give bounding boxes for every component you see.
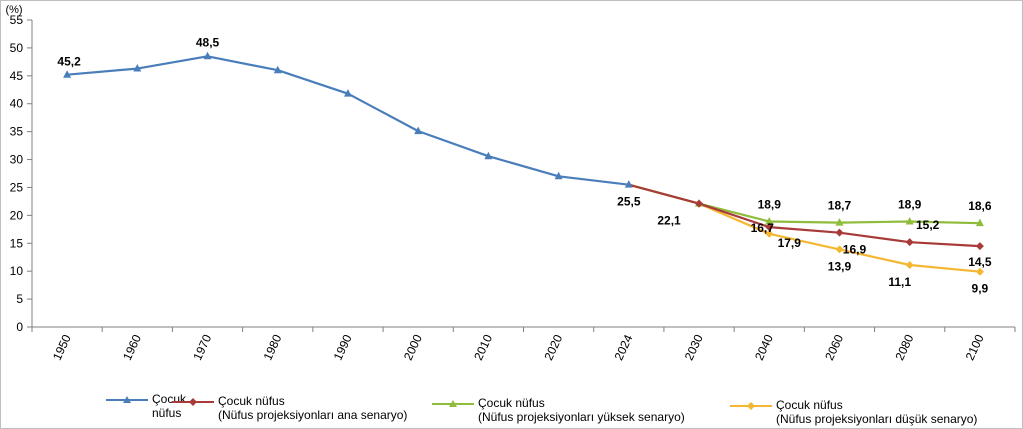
- y-tick-label: 0: [16, 320, 23, 334]
- legend-line-2: nüfus: [152, 406, 182, 420]
- data-point-marker: [975, 218, 984, 227]
- legend-line-1: Çocuk nüfus: [218, 394, 285, 408]
- data-label: 25,5: [617, 195, 641, 209]
- x-tick-label: 1960: [120, 332, 144, 362]
- x-tick-label: 1970: [190, 332, 214, 362]
- y-tick-label: 5: [16, 292, 23, 306]
- data-point-marker: [765, 229, 774, 238]
- data-label: 45,2: [57, 55, 81, 69]
- data-point-marker: [624, 180, 633, 188]
- data-label: 15,2: [916, 218, 940, 232]
- y-tick-label: 55: [10, 13, 24, 27]
- legend-item-dusuk-senaryo: Çocuk nüfus (Nüfus projeksiyonları düşük…: [730, 398, 1020, 428]
- data-point-marker: [905, 238, 914, 247]
- legend-swatch: [730, 402, 772, 410]
- series-line: [628, 183, 980, 248]
- legend-line-2: (Nüfus projeksiyonları ana senaryo): [218, 408, 408, 422]
- y-tick-label: 45: [10, 69, 24, 83]
- data-point-marker: [554, 171, 563, 180]
- x-tick-label: 2010: [471, 332, 495, 362]
- data-label: 18,7: [828, 199, 852, 213]
- y-tick-label: 15: [10, 236, 24, 250]
- y-tick-label: 30: [10, 153, 24, 167]
- data-label: 11,1: [888, 275, 911, 289]
- data-point-marker: [975, 267, 984, 276]
- data-label: 17,9: [778, 236, 802, 250]
- data-point-marker: [765, 223, 774, 232]
- x-tick-label: 2040: [752, 332, 776, 362]
- x-tick-label: 2080: [892, 332, 916, 362]
- x-tick-label: 2020: [541, 332, 565, 362]
- legend-swatch: [172, 398, 214, 406]
- data-label: 9,9: [972, 282, 989, 296]
- legend-line-2: (Nüfus projeksiyonları düşük senaryo): [776, 412, 978, 426]
- x-tick-label: 2000: [401, 332, 425, 362]
- y-tick-label: 10: [10, 264, 24, 278]
- x-tick-label: 1980: [260, 332, 284, 362]
- x-tick-label: 2030: [682, 332, 706, 362]
- y-tick-label: 25: [10, 180, 24, 194]
- data-point-marker: [203, 51, 212, 60]
- data-point-marker: [835, 218, 844, 226]
- data-label: 18,6: [968, 199, 992, 213]
- y-axis-unit: (%): [5, 4, 22, 16]
- data-point-marker: [133, 64, 142, 72]
- data-label: 48,5: [196, 35, 220, 49]
- legend-item-yuksek-senaryo: Çocuk nüfus (Nüfus projeksiyonları yükse…: [432, 396, 722, 426]
- y-tick-label: 35: [10, 125, 24, 139]
- data-point-marker: [484, 151, 493, 160]
- legend-swatch: [432, 400, 474, 407]
- x-tick-label: 2060: [822, 332, 846, 362]
- data-point-marker: [835, 245, 844, 254]
- data-label: 16,9: [843, 243, 867, 257]
- x-tick-label: 2024: [612, 332, 636, 362]
- data-label: 18,9: [898, 198, 922, 212]
- data-label: 18,9: [758, 198, 782, 212]
- legend-line-1: Çocuk nüfus: [478, 396, 545, 410]
- y-tick-label: 20: [10, 208, 24, 222]
- legend-item-ana-senaryo: Çocuk nüfus (Nüfus projeksiyonları ana s…: [172, 394, 432, 424]
- series-line: [67, 55, 629, 186]
- data-point-marker: [273, 65, 282, 74]
- legend-swatch: [106, 396, 148, 403]
- data-label: 13,9: [828, 259, 852, 273]
- data-point-marker: [695, 199, 704, 208]
- y-tick-label: 50: [10, 41, 24, 55]
- data-point-marker: [765, 217, 774, 225]
- data-point-marker: [63, 70, 72, 78]
- data-point-marker: [414, 126, 423, 135]
- legend-line-1: Çocuk nüfus: [776, 398, 843, 412]
- data-point-marker: [975, 242, 984, 251]
- y-tick-label: 40: [10, 97, 24, 111]
- data-label: 22,1: [657, 214, 681, 228]
- data-point-marker: [905, 261, 914, 270]
- data-label: 16,7: [751, 221, 775, 235]
- x-tick-label: 2100: [963, 332, 987, 362]
- data-point-marker: [835, 228, 844, 237]
- x-tick-label: 1990: [331, 332, 355, 362]
- x-tick-label: 1950: [50, 332, 74, 362]
- data-point-marker: [905, 217, 914, 225]
- legend-label: Çocuk nüfus (Nüfus projeksiyonları düşük…: [776, 398, 977, 426]
- data-point-marker: [343, 89, 352, 97]
- data-label: 14,5: [968, 255, 992, 269]
- legend-label: Çocuk nüfus (Nüfus projeksiyonları yükse…: [478, 396, 685, 424]
- legend-line-2: (Nüfus projeksiyonları yüksek senaryo): [478, 410, 685, 424]
- legend-label: Çocuk nüfus (Nüfus projeksiyonları ana s…: [218, 394, 407, 422]
